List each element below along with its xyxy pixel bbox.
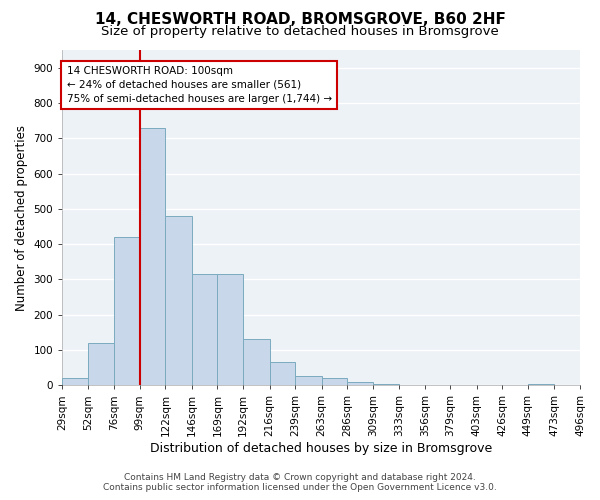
Bar <box>295 376 322 386</box>
Bar <box>269 362 295 386</box>
Text: 14, CHESWORTH ROAD, BROMSGROVE, B60 2HF: 14, CHESWORTH ROAD, BROMSGROVE, B60 2HF <box>95 12 505 28</box>
Bar <box>528 384 554 386</box>
Bar <box>192 274 217 386</box>
Bar <box>347 382 373 386</box>
Bar <box>115 237 140 386</box>
Bar <box>243 340 269 386</box>
Text: 14 CHESWORTH ROAD: 100sqm
← 24% of detached houses are smaller (561)
75% of semi: 14 CHESWORTH ROAD: 100sqm ← 24% of detac… <box>67 66 332 104</box>
Bar <box>373 384 399 386</box>
Text: Contains HM Land Registry data © Crown copyright and database right 2024.
Contai: Contains HM Land Registry data © Crown c… <box>103 473 497 492</box>
Bar <box>217 274 243 386</box>
Bar <box>62 378 88 386</box>
Bar <box>88 343 115 386</box>
Bar <box>166 216 192 386</box>
Bar <box>140 128 166 386</box>
Y-axis label: Number of detached properties: Number of detached properties <box>15 124 28 310</box>
X-axis label: Distribution of detached houses by size in Bromsgrove: Distribution of detached houses by size … <box>150 442 492 455</box>
Text: Size of property relative to detached houses in Bromsgrove: Size of property relative to detached ho… <box>101 25 499 38</box>
Bar <box>322 378 347 386</box>
